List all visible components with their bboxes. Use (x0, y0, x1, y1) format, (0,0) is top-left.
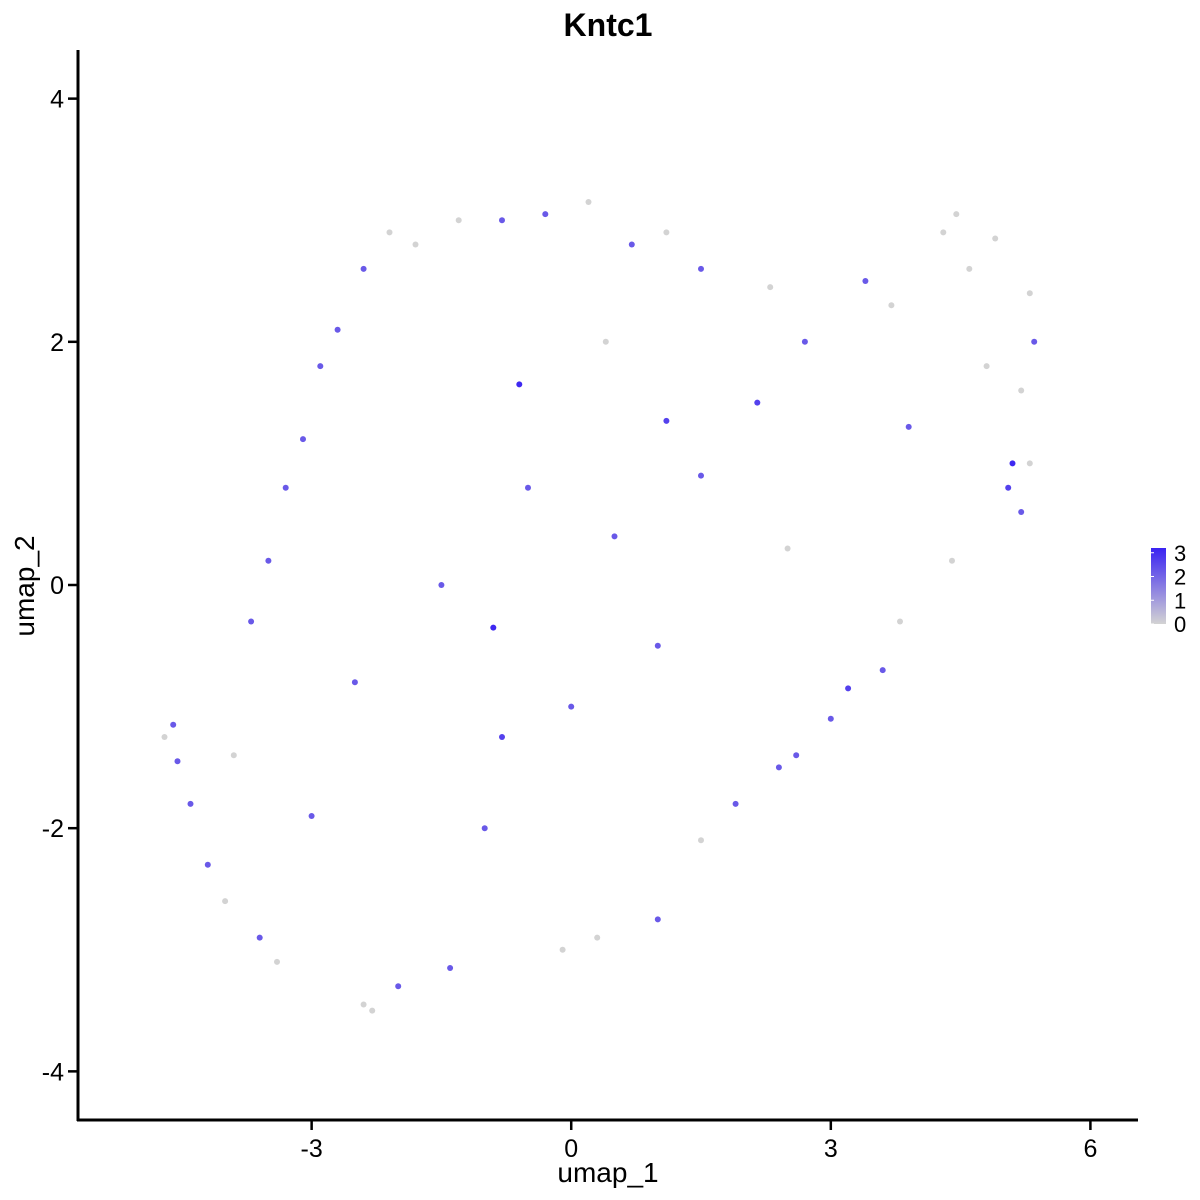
scatter-point (983, 363, 990, 370)
y-tick-label: -2 (42, 815, 64, 843)
scatter-point (698, 265, 704, 272)
scatter-points (161, 199, 1038, 1014)
scatter-point (801, 338, 808, 345)
scatter-point (767, 284, 774, 291)
scatter-point (602, 338, 609, 345)
scatter-point (888, 302, 895, 309)
scatter-point (905, 423, 912, 430)
scatter-point (628, 241, 635, 248)
scatter-point (516, 381, 523, 388)
scatter-point (360, 1001, 367, 1008)
scatter-point (568, 703, 575, 710)
scatter-point (594, 934, 601, 941)
colorbar-label: 2 (1174, 565, 1186, 590)
x-tick-label: -3 (301, 1135, 323, 1163)
scatter-point (793, 752, 800, 759)
scatter-point (966, 265, 973, 272)
chart-title: Kntc1 (564, 7, 653, 43)
x-ticks: -3 0 3 6 (301, 1120, 1097, 1163)
axes (76, 50, 1138, 1122)
scatter-point (611, 533, 618, 540)
scatter-point (698, 837, 704, 844)
scatter-point (438, 582, 445, 588)
scatter-point (1018, 387, 1025, 394)
scatter-point (732, 800, 739, 807)
scatter-point (949, 557, 955, 564)
scatter-point (412, 241, 419, 248)
scatter-point (897, 618, 903, 625)
scatter-point (499, 734, 505, 740)
scatter-point (230, 752, 237, 759)
colorbar-label: 3 (1174, 541, 1186, 566)
scatter-point (447, 965, 454, 971)
x-tick-label: 3 (824, 1135, 838, 1163)
scatter-point (317, 363, 324, 370)
scatter-point (654, 642, 661, 649)
y-tick-label: 0 (50, 572, 64, 600)
scatter-point (585, 199, 592, 205)
scatter-point (953, 211, 960, 218)
scatter-point (663, 229, 670, 236)
scatter-point (754, 399, 761, 406)
scatter-point (274, 958, 280, 965)
scatter-point (282, 484, 289, 491)
scatter-point (1026, 290, 1033, 297)
scatter-point (204, 861, 211, 868)
scatter-point (395, 983, 402, 990)
scatter-point (222, 898, 229, 905)
scatter-point (265, 557, 272, 564)
scatter-point (256, 934, 263, 941)
scatter-point (455, 217, 462, 224)
scatter-point (698, 472, 704, 479)
y-tick-label: -4 (42, 1058, 64, 1086)
scatter-point (334, 326, 341, 333)
scatter-point (940, 229, 947, 236)
colorbar-label: 1 (1174, 588, 1186, 613)
y-tick-label: 2 (50, 329, 64, 357)
x-axis-title: umap_1 (557, 1157, 658, 1188)
scatter-point (663, 417, 670, 424)
x-tick-label: 0 (564, 1135, 578, 1163)
scatter-point (827, 715, 834, 722)
scatter-point (174, 758, 181, 765)
scatter-point (1018, 509, 1025, 515)
scatter-point (1009, 460, 1016, 467)
scatter-point (784, 545, 791, 552)
scatter-point (879, 667, 886, 674)
scatter-point (187, 800, 194, 807)
scatter-point (862, 278, 869, 284)
scatter-point (351, 679, 358, 686)
scatter-point (499, 217, 505, 224)
scatter-point (1026, 460, 1033, 467)
scatter-point (481, 825, 488, 832)
scatter-point (490, 624, 497, 631)
scatter-point (559, 946, 566, 953)
y-ticks: -4 -2 0 2 4 (42, 86, 78, 1086)
scatter-point (775, 764, 782, 771)
y-axis-title: umap_2 (9, 535, 40, 636)
colorbar-label: 0 (1174, 612, 1186, 637)
scatter-point (542, 211, 549, 218)
scatter-point (1005, 484, 1012, 491)
scatter-point (300, 436, 306, 443)
x-tick-label: 6 (1083, 1135, 1097, 1163)
scatter-point (1031, 338, 1038, 345)
scatter-point (992, 235, 999, 242)
colorbar (1151, 548, 1166, 624)
scatter-point (654, 916, 661, 923)
scatter-point (161, 734, 168, 740)
scatter-point (386, 229, 393, 236)
scatter-point (845, 685, 852, 692)
scatter-point (248, 618, 255, 625)
scatter-point (170, 721, 177, 728)
scatter-point (369, 1007, 376, 1014)
scatter-point (360, 265, 367, 272)
y-tick-label: 4 (50, 86, 64, 114)
scatter-point (308, 813, 315, 819)
scatter-point (525, 484, 531, 491)
